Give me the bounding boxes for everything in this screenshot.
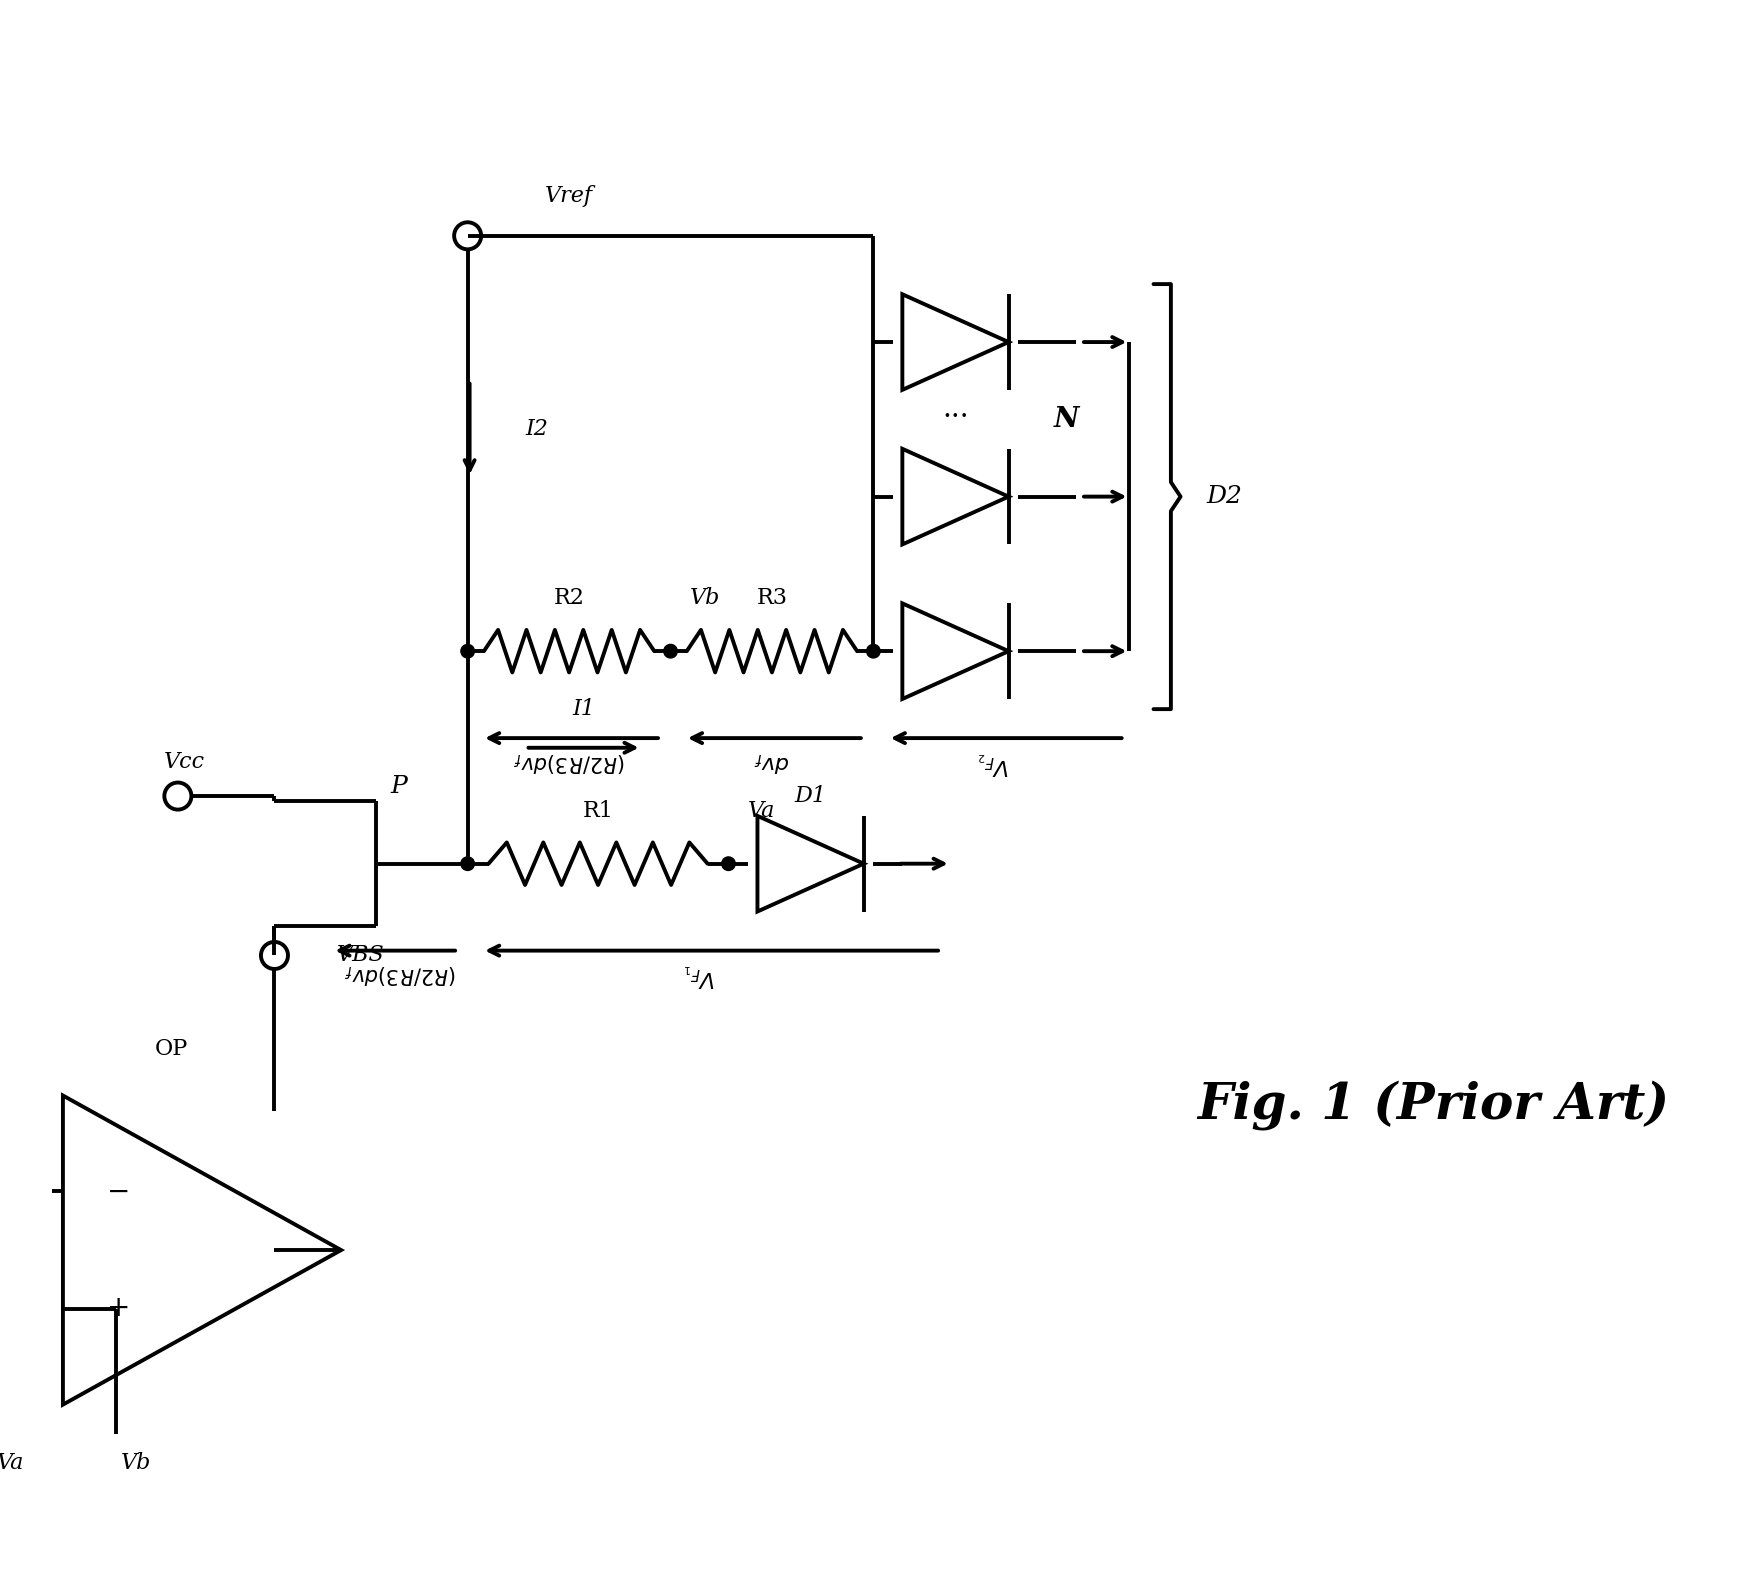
Text: $V_{F_1}$: $V_{F_1}$ bbox=[684, 962, 716, 988]
Circle shape bbox=[461, 645, 475, 658]
Text: $V_{F_2}$: $V_{F_2}$ bbox=[978, 750, 1010, 776]
Circle shape bbox=[867, 645, 881, 658]
Text: Vb: Vb bbox=[120, 1452, 151, 1473]
Circle shape bbox=[461, 857, 475, 870]
Text: P: P bbox=[390, 776, 407, 798]
Text: Va: Va bbox=[749, 800, 775, 822]
Text: $-$: $-$ bbox=[106, 1178, 129, 1205]
Text: OP: OP bbox=[155, 1037, 188, 1060]
Text: Vcc: Vcc bbox=[164, 752, 204, 772]
Text: Fig. 1 (Prior Art): Fig. 1 (Prior Art) bbox=[1198, 1080, 1670, 1130]
Text: I1: I1 bbox=[573, 697, 595, 720]
Text: $(R2/R3)dv_f$: $(R2/R3)dv_f$ bbox=[512, 750, 625, 774]
Text: I2: I2 bbox=[526, 418, 548, 440]
Circle shape bbox=[723, 857, 735, 870]
Text: $+$: $+$ bbox=[106, 1296, 129, 1323]
Text: Vref: Vref bbox=[545, 185, 594, 207]
Text: ...: ... bbox=[942, 396, 968, 423]
Text: N: N bbox=[1053, 405, 1079, 433]
Text: D1: D1 bbox=[794, 785, 827, 808]
Text: $dv_f$: $dv_f$ bbox=[754, 750, 790, 774]
Text: VBS: VBS bbox=[338, 945, 385, 967]
Text: $(R2/R3)dv_f$: $(R2/R3)dv_f$ bbox=[343, 962, 456, 986]
Text: R2: R2 bbox=[554, 587, 585, 610]
Text: R1: R1 bbox=[583, 800, 613, 822]
Text: Vb: Vb bbox=[689, 587, 721, 610]
Text: D2: D2 bbox=[1207, 485, 1243, 508]
Text: R3: R3 bbox=[756, 587, 787, 610]
Circle shape bbox=[663, 645, 677, 658]
Text: Va: Va bbox=[0, 1452, 24, 1473]
